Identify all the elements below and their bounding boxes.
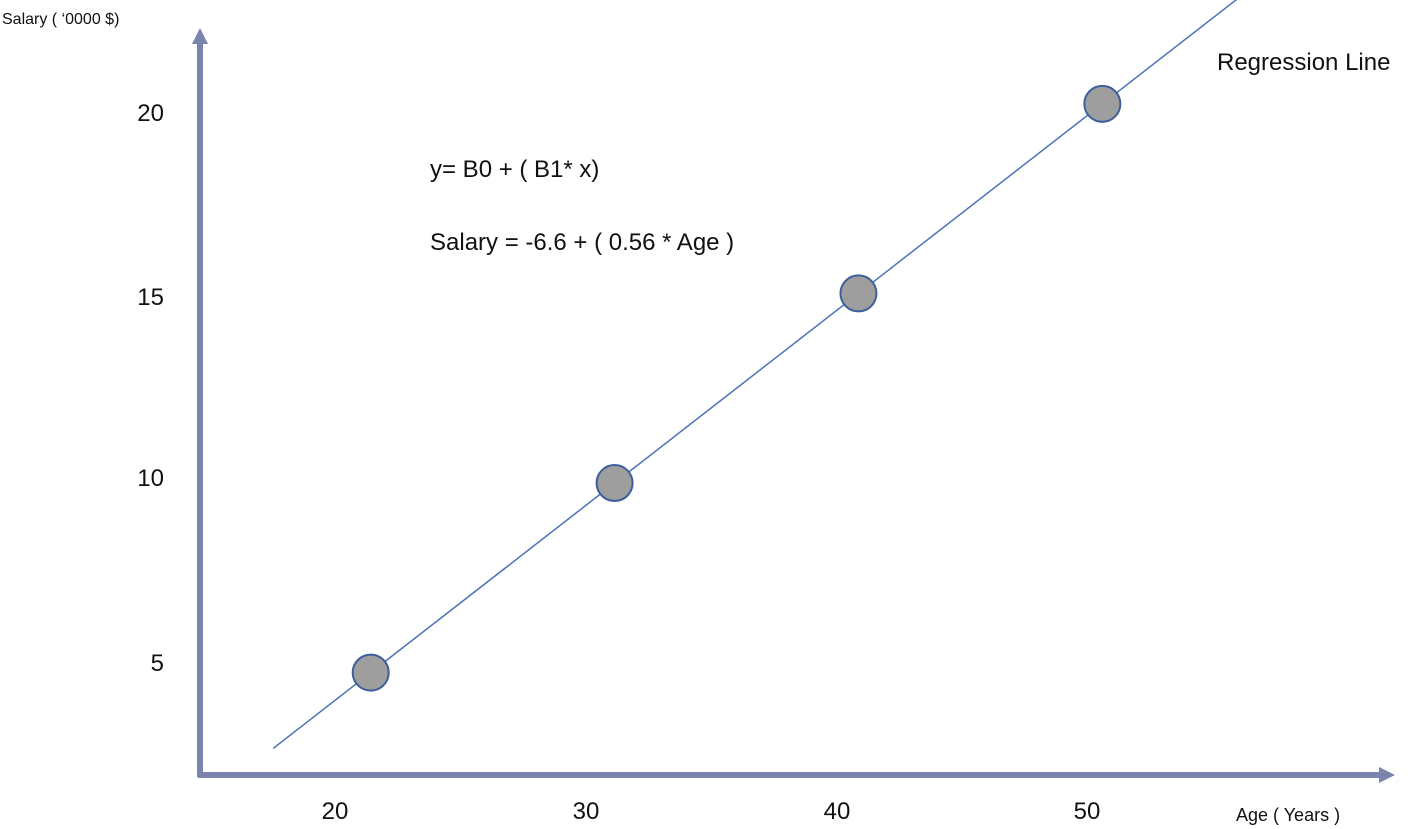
x-axis-arrow [1379,767,1395,783]
x-axis-label: Age ( Years ) [1236,805,1341,825]
y-axis-label: Salary ( ‘0000 $) [2,11,120,28]
y-tick-label: 5 [150,650,164,677]
y-tick-label: 20 [137,100,164,127]
fitted-equation: Salary = -6.6 + ( 0.56 * Age ) [430,229,735,256]
regression-line-label: Regression Line [1217,49,1391,76]
x-tick-label: 30 [572,798,600,825]
axes [192,28,1395,783]
x-tick-label: 50 [1073,798,1101,825]
general-equation: y= B0 + ( B1* x) [430,156,600,183]
data-point [351,653,390,692]
regression-line [272,0,1238,750]
y-tick-label: 10 [137,465,164,492]
data-points [351,84,1122,692]
x-tick-label: 40 [823,798,851,825]
data-point [1083,84,1122,123]
y-tick-label: 15 [137,284,164,311]
regression-line-group [272,0,1238,750]
x-tick-label: 20 [321,798,349,825]
data-point [839,274,878,313]
data-point [595,464,634,503]
y-axis-arrow [192,28,208,44]
